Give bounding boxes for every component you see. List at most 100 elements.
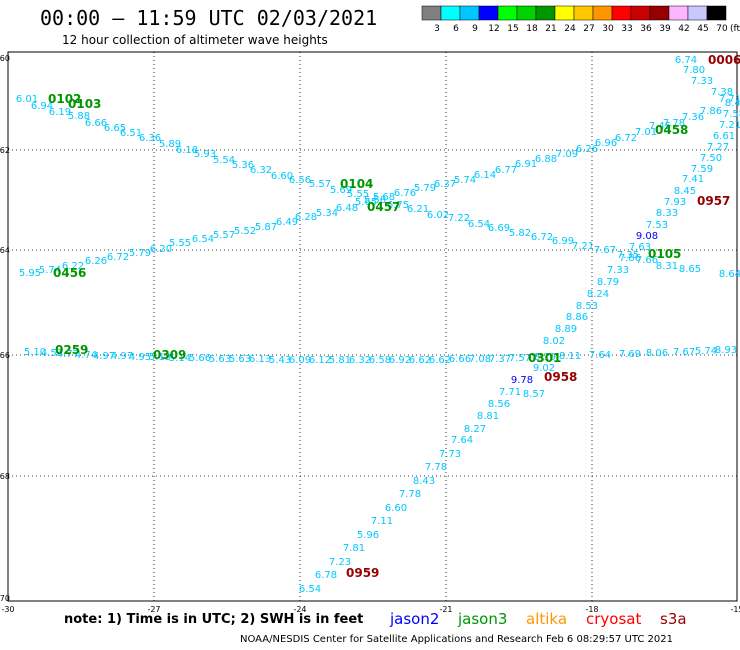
lon-label: -24	[293, 605, 306, 614]
swh-value: 5.81	[329, 355, 351, 366]
map-subtitle: 12 hour collection of altimeter wave hei…	[62, 33, 328, 47]
swh-value: 9.78	[511, 375, 533, 386]
swh-value: 7.81	[343, 543, 365, 554]
lon-label: -21	[439, 605, 452, 614]
swh-value: 4.95	[129, 352, 151, 363]
legend-swatch	[516, 5, 537, 21]
swh-value: 6.32	[349, 355, 371, 366]
swh-value: 6.58	[369, 355, 391, 366]
legend-label: 18	[526, 24, 538, 34]
swh-value: 7.41	[682, 174, 704, 185]
swh-value: 7.33	[691, 76, 713, 87]
lon-label: -30	[1, 605, 14, 614]
legend-swatch	[478, 5, 499, 21]
legend-label: 6	[453, 24, 459, 34]
lat-label: -60	[0, 54, 10, 63]
swh-value: 6.51	[120, 128, 142, 139]
legend-label: 36	[640, 24, 652, 34]
legend-label: 27	[583, 24, 594, 34]
swh-value: 6.54	[299, 584, 321, 595]
lat-label: -66	[0, 351, 10, 360]
swh-value: 8.19	[534, 352, 556, 363]
swh-value: 6.36	[139, 133, 161, 144]
swh-value: 7.58	[723, 109, 740, 120]
swh-value: 7.21	[719, 120, 740, 131]
swh-value: 5.89	[159, 139, 181, 150]
swh-value: 4.74	[75, 350, 97, 361]
swh-value: 8.31	[656, 261, 678, 272]
lon-label: -15	[730, 605, 740, 614]
lon-label: -27	[147, 605, 160, 614]
swh-value: 8.53	[576, 301, 598, 312]
swh-value: 5.55	[347, 189, 369, 200]
swh-value: 5.55	[169, 238, 191, 249]
lat-label: -62	[0, 146, 10, 155]
legend-unit: (ft)	[730, 24, 740, 34]
swh-value: 7.33	[607, 265, 629, 276]
axis-labels: -60 -62 -64 -66 -68 -70 -30 -27 -24 -21 -18 -15	[0, 54, 740, 614]
swh-value: 6.91	[515, 159, 537, 170]
swh-value: 8.93	[715, 345, 737, 356]
legend-label: 70	[716, 24, 728, 34]
satellite-s3a: s3a	[660, 610, 687, 628]
swh-value: 6.72	[615, 133, 637, 144]
pass-time: 0457	[367, 200, 400, 214]
pass-time: 0102	[48, 92, 81, 106]
track-a: 6.016.946.195.886.666.656.516.365.896.18…	[16, 94, 740, 280]
swh-value: 9.02	[533, 363, 555, 374]
swh-value: 7.78	[399, 489, 421, 500]
swh-value: 5.63	[229, 354, 251, 365]
swh-value: 6.60	[271, 171, 293, 182]
swh-value: 6.19	[49, 107, 71, 118]
legend-swatch	[611, 5, 632, 21]
pass-time: 0006	[708, 53, 740, 67]
swh-value: 5.69	[330, 185, 352, 196]
swh-value: 5.36	[232, 160, 254, 171]
legend-label: 12	[488, 24, 499, 34]
swh-value: 6.77	[495, 165, 517, 176]
swh-value: 7.64	[589, 350, 611, 361]
track-d: 6.54 6.78 7.23 7.81 5.96 7.11 6.60 7.78 8.43 7.78…	[299, 55, 740, 595]
swh-value: 7.64	[451, 435, 473, 446]
swh-value: 5.13	[149, 352, 171, 363]
swh-value: 8.89	[555, 324, 577, 335]
swh-value: 8.33	[656, 208, 678, 219]
swh-value: 9.08	[636, 231, 658, 242]
swh-value: 6.99	[552, 236, 574, 247]
swh-value: 8.24	[587, 289, 609, 300]
legend-label: 30	[602, 24, 614, 34]
swh-value: 5.58	[364, 195, 386, 206]
legend-label: 9	[472, 24, 478, 34]
swh-value: 5.88	[68, 111, 90, 122]
swh-value: 6.54	[468, 219, 490, 230]
legend-label: 24	[564, 24, 576, 34]
satellite-jason3: jason3	[458, 610, 508, 628]
swh-value: 8.65	[679, 264, 701, 275]
swh-value: 5.14	[169, 353, 191, 364]
swh-value: 5.52	[234, 226, 256, 237]
swh-value: 6.72	[531, 232, 553, 243]
swh-value: 7.69	[619, 349, 641, 360]
swh-value: 8.56	[488, 399, 510, 410]
swh-value: 6.26	[576, 144, 598, 155]
swh-value: 7.22	[448, 213, 470, 224]
swh-value: 6.21	[407, 204, 429, 215]
swh-value: 7.50	[700, 153, 722, 164]
pass-time: 0104	[340, 177, 373, 191]
swh-value: 6.76	[394, 188, 416, 199]
swh-value: 5.74	[39, 265, 61, 276]
swh-value: 6.96	[595, 138, 617, 149]
swh-value: 7.80	[683, 65, 705, 76]
swh-value: 7.53	[646, 220, 668, 231]
swh-value: 7.35	[617, 250, 639, 261]
swh-value: 7.01	[635, 127, 657, 138]
satellite-jason2: jason2	[390, 610, 440, 628]
swh-value: 8.64	[719, 269, 740, 280]
swh-value: 6.69	[488, 223, 510, 234]
swh-value: 5.10	[24, 347, 46, 358]
swh-value: 7.21	[572, 241, 594, 252]
swh-value: 5.57	[309, 179, 331, 190]
swh-value: 5.68	[373, 192, 395, 203]
legend-swatch	[592, 5, 613, 21]
swh-value: 5.63	[209, 354, 231, 365]
